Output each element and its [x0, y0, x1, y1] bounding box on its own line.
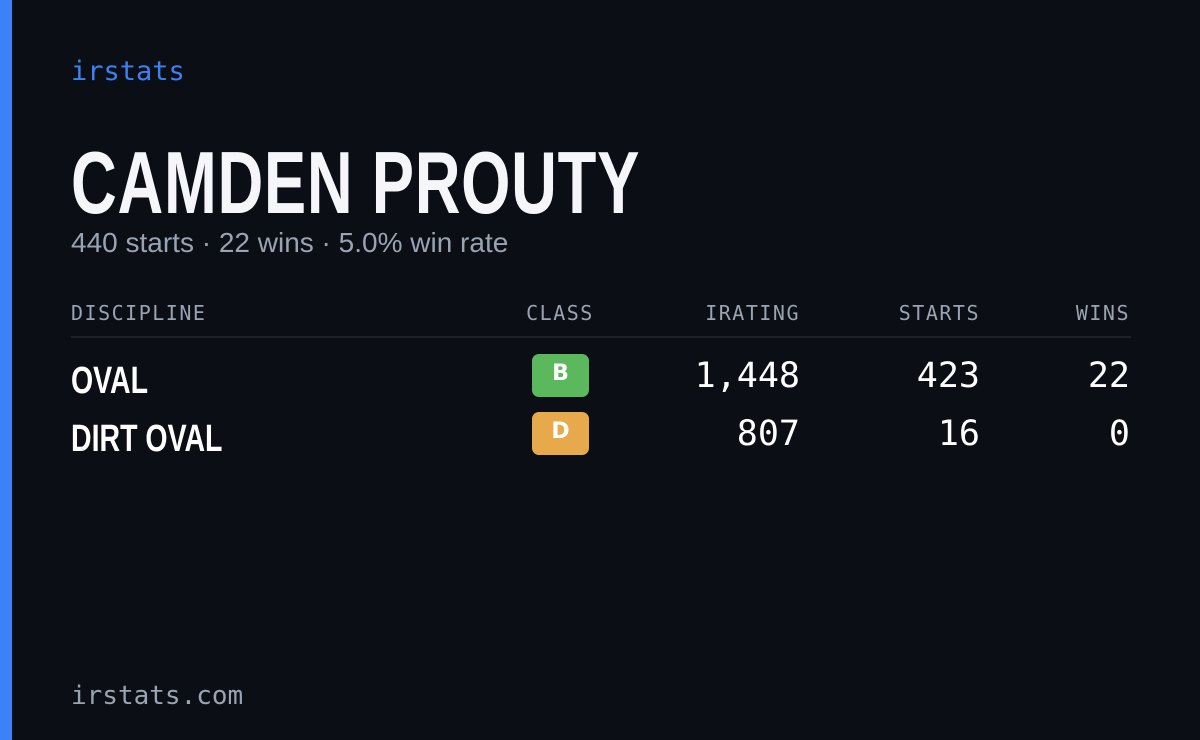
- wins: 0: [1108, 414, 1130, 454]
- brand: irstats: [71, 56, 185, 87]
- discipline: OVAL: [71, 360, 149, 402]
- column-header: STARTS: [898, 301, 980, 325]
- wins: 22: [1087, 356, 1130, 396]
- starts: 16: [937, 414, 980, 454]
- summary: 440 starts · 22 wins · 5.0% win rate: [71, 227, 509, 258]
- accent-bar: [0, 0, 12, 740]
- column-header: IRATING: [705, 301, 800, 325]
- class-badge: D: [532, 412, 589, 455]
- header-rule: [71, 336, 1131, 338]
- driver-name: CAMDEN PROUTY: [71, 133, 641, 232]
- irating: 1,448: [694, 356, 800, 396]
- footer: irstats.com: [71, 681, 244, 711]
- discipline: DIRT OVAL: [71, 418, 223, 460]
- class-badge: B: [532, 354, 589, 397]
- column-header: WINS: [1075, 301, 1130, 325]
- column-header: DISCIPLINE: [71, 301, 207, 325]
- column-header: CLASS: [526, 301, 594, 325]
- starts: 423: [916, 356, 980, 396]
- irating: 807: [736, 414, 800, 454]
